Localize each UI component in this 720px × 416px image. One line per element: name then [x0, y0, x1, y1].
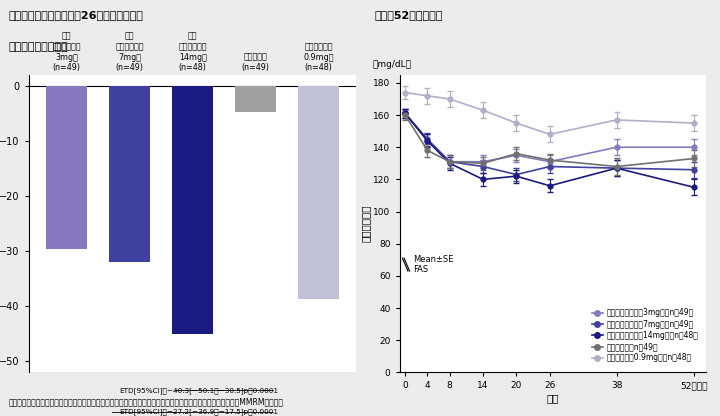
Text: プラセボ群
(n=49): プラセボ群 (n=49) — [242, 52, 269, 72]
Text: ETD[95%CI]：−40.3[−50.1；−30.5]p＜0.0001: ETD[95%CI]：−40.3[−50.1；−30.5]p＜0.0001 — [120, 387, 279, 394]
Text: Mean±SE
FAS: Mean±SE FAS — [413, 255, 454, 274]
Text: 投与群及び前治療の経口糖尿病薬の有無を固定効果、ベースラインの空腹時血糖値を共変量とした混合モデル（MMRM）で解析: 投与群及び前治療の経口糖尿病薬の有無を固定効果、ベースラインの空腹時血糖値を共変… — [9, 398, 284, 407]
Text: ベースラインから投与後26週までの変化量: ベースラインから投与後26週までの変化量 — [9, 10, 143, 20]
Bar — [235, 86, 276, 112]
Text: −4.8: −4.8 — [242, 117, 269, 127]
Text: 経口
セマグルチド
14mg群
(n=48): 経口 セマグルチド 14mg群 (n=48) — [179, 32, 207, 72]
Bar — [46, 86, 87, 250]
Bar — [109, 86, 150, 262]
Text: 【副次的評価項目】: 【副次的評価項目】 — [9, 42, 68, 52]
Text: −38.6: −38.6 — [302, 303, 336, 313]
Text: 経口
セマグルチド
7mg群
(n=49): 経口 セマグルチド 7mg群 (n=49) — [115, 32, 144, 72]
Text: −32.0: −32.0 — [112, 267, 147, 277]
Text: 投与後52週間の推移: 投与後52週間の推移 — [374, 10, 443, 20]
Bar — [298, 86, 339, 299]
Y-axis label: 空腹時血糖値: 空腹時血糖値 — [361, 205, 371, 243]
Text: −29.7: −29.7 — [50, 254, 84, 264]
Text: −45.0: −45.0 — [175, 338, 210, 348]
X-axis label: 期間: 期間 — [546, 393, 559, 403]
Bar — [172, 86, 213, 334]
Text: リラグルチド
0.9mg群
(n=48): リラグルチド 0.9mg群 (n=48) — [303, 42, 334, 72]
Text: （mg/dL）: （mg/dL） — [372, 60, 411, 69]
Legend: 経口セマグルチド3mg群（n＝49）, 経口セマグルチド7mg群（n＝49）, 経口セマグルチド14mg群（n＝48）, プラセボ群（n＝49）, リラグルチド: 経口セマグルチド3mg群（n＝49）, 経口セマグルチド7mg群（n＝49）, … — [588, 305, 702, 366]
Text: 経口
セマグルチド
3mg群
(n=49): 経口 セマグルチド 3mg群 (n=49) — [53, 32, 81, 72]
Text: ETD[95%CI]：−27.2[−36.9；−17.5]p＜0.0001: ETD[95%CI]：−27.2[−36.9；−17.5]p＜0.0001 — [120, 409, 279, 415]
